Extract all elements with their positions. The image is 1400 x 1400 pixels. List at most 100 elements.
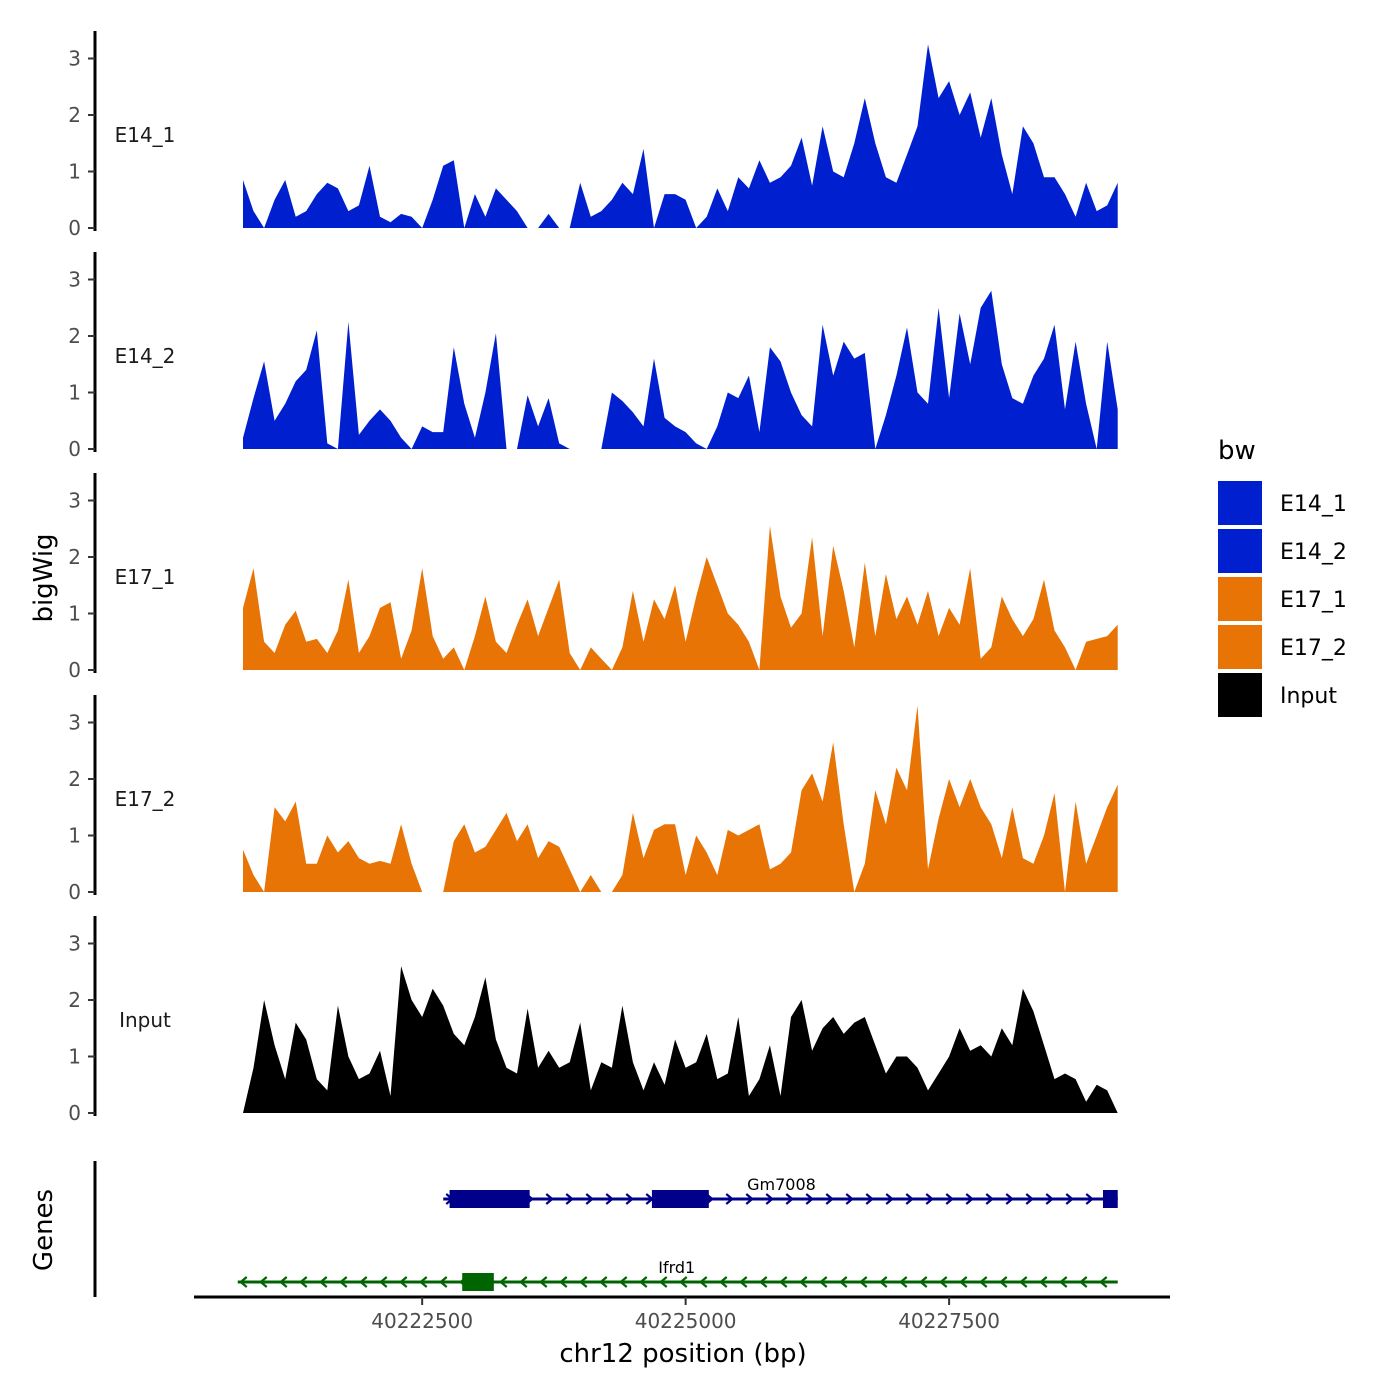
area-E14_2 [243, 290, 1118, 449]
strand-arrow-Gm7008 [905, 1193, 914, 1205]
y-tick-label-E17_1-1: 1 [68, 602, 81, 626]
strand-arrow-Gm7008 [605, 1193, 614, 1205]
gene-track: Gm7008 Ifrd1 [93, 1161, 1118, 1297]
y-tick-label-E17_2-3: 3 [68, 711, 81, 735]
legend-label-E17_1: E17_1 [1280, 588, 1347, 613]
legend-key-Input [1218, 673, 1262, 717]
strand-arrow-Gm7008 [825, 1193, 834, 1205]
y-tick-label-E17_2-0: 0 [68, 880, 81, 904]
strand-arrow-Ifrd1 [259, 1276, 268, 1288]
area-Input [243, 966, 1118, 1113]
gene-label-Gm7008: Gm7008 [747, 1175, 816, 1194]
strand-arrow-Gm7008 [725, 1193, 734, 1205]
strand-arrow-Ifrd1 [819, 1276, 828, 1288]
strand-arrow-Gm7008 [625, 1193, 634, 1205]
strand-arrow-Ifrd1 [659, 1276, 668, 1288]
strand-arrow-Ifrd1 [919, 1276, 928, 1288]
legend-key-E17_2 [1218, 625, 1262, 669]
strand-arrow-Ifrd1 [1079, 1276, 1088, 1288]
strand-arrow-Gm7008 [1005, 1193, 1014, 1205]
gene-Gm7008: Gm7008 [443, 1175, 1118, 1208]
y-tick-label-E14_2-0: 0 [68, 437, 81, 461]
strand-arrow-Ifrd1 [999, 1276, 1008, 1288]
exon-Ifrd1-1 [462, 1273, 494, 1291]
strand-arrow-Gm7008 [865, 1193, 874, 1205]
strand-arrow-Ifrd1 [439, 1276, 448, 1288]
track-E17_2: 0 1 2 3 E17_2 [68, 695, 1118, 904]
strand-arrow-Gm7008 [985, 1193, 994, 1205]
legend-label-E14_2: E14_2 [1280, 540, 1347, 565]
y-tick-label-E17_2-2: 2 [68, 767, 81, 791]
panel-label-E17_2: E17_2 [115, 787, 176, 811]
strand-arrow-Ifrd1 [959, 1276, 968, 1288]
strand-arrow-Ifrd1 [299, 1276, 308, 1288]
y-tick-label-Input-0: 0 [68, 1101, 81, 1125]
strand-arrow-Ifrd1 [1019, 1276, 1028, 1288]
strand-arrow-Gm7008 [1045, 1193, 1054, 1205]
strand-arrow-Ifrd1 [759, 1276, 768, 1288]
strand-arrow-Ifrd1 [739, 1276, 748, 1288]
strand-arrow-Ifrd1 [859, 1276, 868, 1288]
panel-label-E17_1: E17_1 [115, 565, 176, 589]
strand-arrow-Gm7008 [765, 1193, 774, 1205]
exon-Gm7008-1 [449, 1190, 530, 1208]
panel-label-Input: Input [119, 1008, 171, 1032]
strand-arrow-Ifrd1 [619, 1276, 628, 1288]
y-tick-label-E14_2-1: 1 [68, 381, 81, 405]
strand-arrow-Ifrd1 [499, 1276, 508, 1288]
strand-arrow-Ifrd1 [279, 1276, 288, 1288]
legend-label-E14_1: E14_1 [1280, 492, 1347, 517]
strand-arrow-Ifrd1 [559, 1276, 568, 1288]
strand-arrow-Ifrd1 [1039, 1276, 1048, 1288]
strand-arrow-Gm7008 [565, 1193, 574, 1205]
legend-title: bw [1218, 436, 1256, 466]
strand-arrow-Gm7008 [925, 1193, 934, 1205]
strand-arrow-Ifrd1 [679, 1276, 688, 1288]
strand-arrow-Ifrd1 [699, 1276, 708, 1288]
strand-arrow-Ifrd1 [779, 1276, 788, 1288]
strand-arrow-Ifrd1 [939, 1276, 948, 1288]
strand-arrow-Ifrd1 [339, 1276, 348, 1288]
strand-arrow-Ifrd1 [639, 1276, 648, 1288]
y-tick-label-E14_1-2: 2 [68, 103, 81, 127]
gene-label-Ifrd1: Ifrd1 [658, 1258, 695, 1277]
area-E17_2 [243, 705, 1118, 892]
x-tick-label-40225000: 40225000 [635, 1309, 737, 1333]
strand-arrow-Gm7008 [965, 1193, 974, 1205]
strand-arrow-Ifrd1 [799, 1276, 808, 1288]
genes-track-title: Genes [29, 1189, 59, 1271]
x-axis: 40222500 40225000 40227500 [194, 1295, 1170, 1333]
y-tick-label-E17_1-0: 0 [68, 658, 81, 682]
legend-label-E17_2: E17_2 [1280, 636, 1347, 661]
strand-arrow-Gm7008 [585, 1193, 594, 1205]
strand-arrow-Ifrd1 [719, 1276, 728, 1288]
track-E14_1: 0 1 2 3 E14_1 [68, 31, 1118, 240]
area-E14_1 [243, 44, 1118, 229]
track-E14_2: 0 1 2 3 E14_2 [68, 252, 1118, 461]
y-axis-title: bigWig [29, 533, 59, 622]
strand-arrow-Ifrd1 [319, 1276, 328, 1288]
strand-arrow-Ifrd1 [379, 1276, 388, 1288]
exon-Gm7008-3 [1102, 1190, 1118, 1208]
legend: bw E14_1 E14_2 E17_1 E17_2 Input [1218, 436, 1347, 717]
y-tick-label-E14_1-1: 1 [68, 160, 81, 184]
y-tick-label-E14_2-2: 2 [68, 324, 81, 348]
strand-arrow-Gm7008 [845, 1193, 854, 1205]
exon-Gm7008-2 [651, 1190, 709, 1208]
legend-label-Input: Input [1280, 684, 1337, 709]
legend-key-E14_1 [1218, 481, 1262, 525]
strand-arrow-Gm7008 [1085, 1193, 1094, 1205]
y-tick-label-E17_1-2: 2 [68, 545, 81, 569]
strand-arrow-Ifrd1 [899, 1276, 908, 1288]
strand-arrow-Gm7008 [545, 1193, 554, 1205]
panel-label-E14_1: E14_1 [115, 123, 176, 147]
strand-arrow-Gm7008 [885, 1193, 894, 1205]
strand-arrow-Gm7008 [805, 1193, 814, 1205]
strand-arrow-Gm7008 [945, 1193, 954, 1205]
legend-key-E17_1 [1218, 577, 1262, 621]
strand-arrow-Ifrd1 [579, 1276, 588, 1288]
x-axis-title: chr12 position (bp) [559, 1339, 806, 1369]
bigwig-tracks: 0 1 2 3 E14_1 0 1 2 3 E14_2 0 1 2 3 E17_1 0 1 2 3 E17_2 0 1 2 3… [68, 31, 1118, 1125]
